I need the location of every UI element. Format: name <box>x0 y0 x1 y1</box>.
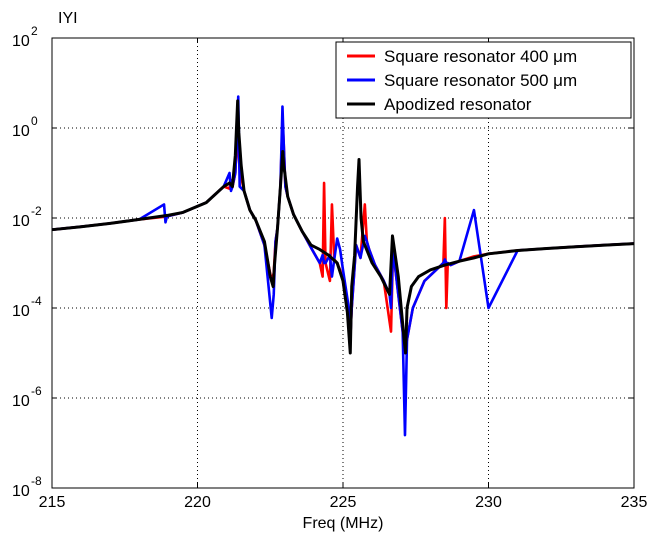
legend-box <box>335 41 632 119</box>
x-tick-label: 230 <box>475 494 502 511</box>
x-tick-labels: 215 220 225 230 235 <box>39 494 648 511</box>
y-tick-label: 10-6 <box>12 384 42 410</box>
y-axis-label: IYI <box>58 10 78 27</box>
y-tick-label: 10-4 <box>12 294 42 320</box>
legend-label-500um: Square resonator 500 μm <box>384 71 577 90</box>
y-tick-label-base: 10 <box>12 213 30 230</box>
y-tick-label: 100 <box>12 114 38 140</box>
y-tick-label-exponent: 2 <box>31 24 38 38</box>
x-tick-label: 215 <box>39 494 66 511</box>
y-tick-label-exponent: -4 <box>31 294 42 308</box>
y-tick-label-exponent: -2 <box>31 204 42 218</box>
x-tick-label: 235 <box>621 494 648 511</box>
axis-ticks <box>51 37 635 489</box>
y-tick-label-base: 10 <box>12 33 30 50</box>
y-tick-label: 10-8 <box>12 474 42 500</box>
y-tick-label-exponent: 0 <box>31 114 38 128</box>
y-tick-label-base: 10 <box>12 483 30 500</box>
y-tick-label-exponent: -8 <box>31 474 42 488</box>
y-tick-label-base: 10 <box>12 393 30 410</box>
y-tick-label: 10-2 <box>12 204 42 230</box>
series-layer <box>51 95 635 437</box>
y-tick-label-base: 10 <box>12 123 30 140</box>
x-tick-label: 225 <box>330 494 357 511</box>
legend-label-400um: Square resonator 400 μm <box>384 47 577 66</box>
x-axis-label: Freq (MHz) <box>303 515 384 532</box>
x-tick-label: 220 <box>184 494 211 511</box>
series-line-apodized <box>51 99 635 355</box>
legend-label-apodized: Apodized resonator <box>384 95 532 114</box>
y-tick-label-base: 10 <box>12 303 30 320</box>
y-tick-label-exponent: -6 <box>31 384 42 398</box>
y-tick-label: 102 <box>12 24 38 50</box>
legend: Square resonator 400 μm Square resonator… <box>335 41 632 119</box>
